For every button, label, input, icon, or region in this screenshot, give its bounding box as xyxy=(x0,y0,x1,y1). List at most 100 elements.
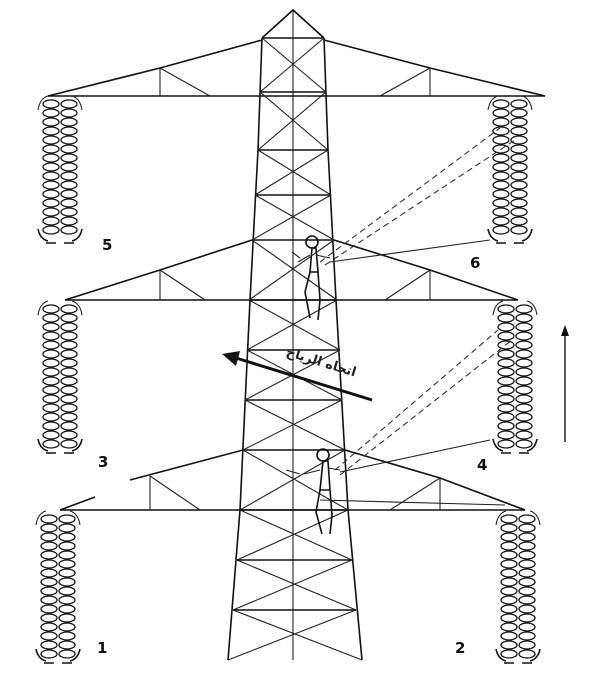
insulator-disc xyxy=(510,171,528,181)
insulator-disc xyxy=(492,207,510,217)
insulator-disc xyxy=(518,568,536,578)
tower-lattice xyxy=(227,8,363,661)
insulator-disc xyxy=(492,117,510,127)
insulator-disc xyxy=(497,376,515,386)
insulator-disc xyxy=(60,412,78,422)
insulator-disc xyxy=(58,550,76,560)
insulator-clamp xyxy=(37,228,83,244)
cross-arm-top xyxy=(47,39,546,97)
insulator-disc xyxy=(42,135,60,145)
insulator-clamp xyxy=(487,228,533,244)
insulator-disc xyxy=(510,108,528,118)
insulator-disc xyxy=(42,189,60,199)
insulator-disc xyxy=(42,385,60,395)
insulator-disc xyxy=(42,144,60,154)
insulator-disc xyxy=(60,144,78,154)
insulator-disc xyxy=(492,126,510,136)
insulator-disc xyxy=(492,135,510,145)
insulator-disc xyxy=(515,376,533,386)
insulator-disc xyxy=(42,216,60,226)
insulator-6 xyxy=(487,95,533,244)
up-arrow xyxy=(561,325,569,442)
insulator-disc xyxy=(40,532,58,542)
insulator-disc xyxy=(42,207,60,217)
insulator-disc xyxy=(60,207,78,217)
insulator-disc xyxy=(515,349,533,359)
insulator-disc xyxy=(500,577,518,587)
insulator-disc xyxy=(60,225,78,235)
insulator-clamp xyxy=(492,438,538,454)
insulator-disc xyxy=(510,135,528,145)
insulator-disc xyxy=(497,331,515,341)
insulator-disc xyxy=(500,514,518,524)
insulator-disc xyxy=(515,394,533,404)
insulator-disc xyxy=(42,394,60,404)
insulator-disc xyxy=(515,439,533,449)
position-label-6: 6 xyxy=(470,254,480,272)
insulator-disc xyxy=(515,358,533,368)
insulator-disc xyxy=(60,421,78,431)
insulator-disc xyxy=(58,640,76,650)
insulator-disc xyxy=(42,367,60,377)
insulator-3 xyxy=(37,300,83,454)
insulator-disc xyxy=(518,523,536,533)
insulator-disc xyxy=(40,559,58,569)
insulator-disc xyxy=(58,568,76,578)
cross-arm-bottom xyxy=(59,449,526,511)
insulator-disc xyxy=(40,649,58,659)
insulator-disc xyxy=(40,622,58,632)
insulator-top-yoke xyxy=(495,510,541,526)
insulator-disc xyxy=(60,358,78,368)
position-label-1: 1 xyxy=(97,639,107,657)
insulator-disc xyxy=(40,640,58,650)
insulator-top-yoke xyxy=(487,95,533,111)
insulator-disc xyxy=(40,523,58,533)
insulator-disc xyxy=(500,559,518,569)
insulator-disc xyxy=(500,613,518,623)
insulator-disc xyxy=(42,225,60,235)
insulator-disc xyxy=(60,394,78,404)
insulator-disc xyxy=(510,144,528,154)
insulator-disc xyxy=(60,376,78,386)
insulator-disc xyxy=(60,153,78,163)
insulator-disc xyxy=(500,631,518,641)
insulator-disc xyxy=(58,532,76,542)
insulator-disc xyxy=(42,430,60,440)
insulator-disc xyxy=(60,313,78,323)
insulator-disc xyxy=(58,577,76,587)
insulator-clamp xyxy=(35,648,81,664)
insulator-disc xyxy=(40,541,58,551)
insulator-clamp xyxy=(37,438,83,454)
insulator-disc xyxy=(42,198,60,208)
insulator-disc xyxy=(42,349,60,359)
insulator-disc xyxy=(492,171,510,181)
insulator-disc xyxy=(58,595,76,605)
insulator-disc xyxy=(42,340,60,350)
insulator-disc xyxy=(510,216,528,226)
insulator-disc xyxy=(58,541,76,551)
insulator-disc xyxy=(60,385,78,395)
insulator-disc xyxy=(58,631,76,641)
insulator-disc xyxy=(497,313,515,323)
insulator-disc xyxy=(492,180,510,190)
insulator-5 xyxy=(37,95,83,244)
insulator-disc xyxy=(42,180,60,190)
insulator-disc xyxy=(42,108,60,118)
worker-lower xyxy=(285,448,341,535)
insulator-disc xyxy=(510,126,528,136)
safety-ropes xyxy=(319,127,516,506)
insulator-disc xyxy=(42,439,60,449)
insulator-disc xyxy=(515,385,533,395)
insulator-disc xyxy=(510,153,528,163)
insulator-top-yoke xyxy=(37,300,83,316)
insulator-disc xyxy=(497,403,515,413)
insulator-disc xyxy=(60,439,78,449)
insulator-disc xyxy=(500,595,518,605)
insulator-disc xyxy=(492,189,510,199)
insulator-disc xyxy=(497,358,515,368)
insulator-disc xyxy=(518,640,536,650)
insulator-disc xyxy=(42,313,60,323)
position-label-2: 2 xyxy=(455,639,465,657)
insulator-disc xyxy=(42,117,60,127)
